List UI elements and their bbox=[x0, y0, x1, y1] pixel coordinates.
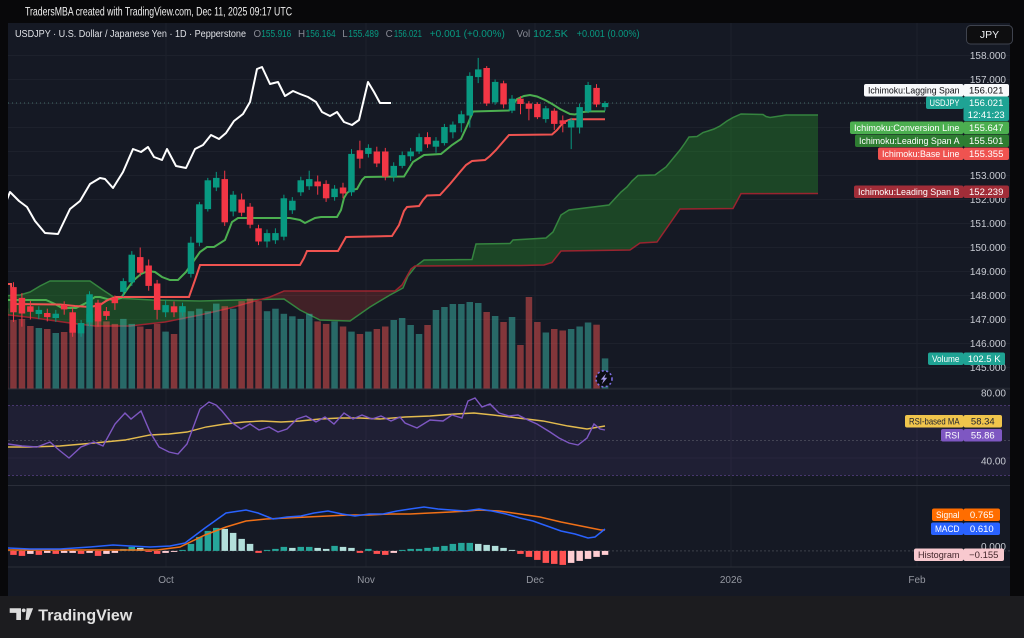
svg-text:Ichimoku:Leading Span B: Ichimoku:Leading Span B bbox=[858, 187, 960, 198]
svg-text:Ichimoku:Base Line: Ichimoku:Base Line bbox=[882, 149, 960, 160]
svg-text:JPY: JPY bbox=[980, 29, 999, 41]
svg-text:150.000: 150.000 bbox=[970, 243, 1007, 254]
svg-text:146.000: 146.000 bbox=[970, 339, 1007, 350]
svg-text:+0.001 (0.00%): +0.001 (0.00%) bbox=[577, 29, 640, 40]
svg-text:Signal: Signal bbox=[936, 510, 960, 521]
svg-text:0.610: 0.610 bbox=[970, 524, 994, 535]
svg-text:40.00: 40.00 bbox=[981, 457, 1006, 468]
svg-text:156.021: 156.021 bbox=[969, 86, 1003, 97]
svg-text:58.34: 58.34 bbox=[971, 417, 995, 428]
svg-text:Ichimoku:Leading Span A: Ichimoku:Leading Span A bbox=[859, 136, 960, 147]
svg-text:USDJPY: USDJPY bbox=[930, 98, 961, 109]
svg-text:2026: 2026 bbox=[720, 575, 743, 586]
svg-text:145.000: 145.000 bbox=[970, 363, 1007, 374]
svg-text:L: L bbox=[342, 29, 348, 40]
svg-text:155.355: 155.355 bbox=[969, 149, 1003, 160]
svg-text:156.164: 156.164 bbox=[306, 29, 336, 40]
svg-text:155.647: 155.647 bbox=[969, 123, 1003, 134]
svg-text:55.86: 55.86 bbox=[971, 431, 995, 442]
svg-text:80.00: 80.00 bbox=[981, 389, 1006, 400]
svg-text:Dec: Dec bbox=[526, 575, 544, 586]
svg-text:−0.155: −0.155 bbox=[969, 550, 998, 561]
svg-text:TradersMBA created with Tradin: TradersMBA created with TradingView.com,… bbox=[25, 5, 292, 19]
svg-text:147.000: 147.000 bbox=[970, 315, 1007, 326]
svg-text:Histogram: Histogram bbox=[918, 550, 960, 561]
svg-text:Nov: Nov bbox=[357, 575, 375, 586]
svg-text:USDJPY · U.S. Dollar / Japanes: USDJPY · U.S. Dollar / Japanese Yen · 1D… bbox=[15, 29, 246, 40]
svg-text:0.000: 0.000 bbox=[981, 542, 1006, 553]
svg-text:156.021: 156.021 bbox=[394, 29, 422, 40]
svg-text:157.000: 157.000 bbox=[970, 75, 1007, 86]
svg-text:Vol: Vol bbox=[517, 29, 531, 40]
svg-text:Ichimoku:Lagging Span: Ichimoku:Lagging Span bbox=[868, 86, 960, 97]
svg-text:152.239: 152.239 bbox=[969, 187, 1003, 198]
svg-text:156.021: 156.021 bbox=[969, 98, 1003, 109]
svg-text:102.5K: 102.5K bbox=[533, 29, 569, 40]
svg-text:C: C bbox=[386, 29, 393, 40]
svg-text:Oct: Oct bbox=[158, 575, 174, 586]
svg-text:158.000: 158.000 bbox=[970, 51, 1007, 62]
svg-text:153.000: 153.000 bbox=[970, 171, 1007, 182]
svg-text:149.000: 149.000 bbox=[970, 267, 1007, 278]
svg-text:155.501: 155.501 bbox=[969, 136, 1003, 147]
svg-text:102.5 K: 102.5 K bbox=[968, 354, 1001, 365]
svg-text:TradingView: TradingView bbox=[38, 608, 133, 625]
svg-text:151.000: 151.000 bbox=[970, 219, 1007, 230]
svg-text:RSI-based MA: RSI-based MA bbox=[909, 417, 960, 428]
svg-text:+0.001 (+0.00%): +0.001 (+0.00%) bbox=[430, 29, 505, 40]
svg-text:Volume: Volume bbox=[932, 354, 960, 365]
svg-text:Feb: Feb bbox=[908, 575, 926, 586]
svg-text:148.000: 148.000 bbox=[970, 291, 1007, 302]
svg-text:H: H bbox=[298, 29, 305, 40]
svg-text:152.000: 152.000 bbox=[970, 195, 1007, 206]
svg-text:0.765: 0.765 bbox=[970, 510, 994, 521]
svg-text:O: O bbox=[254, 29, 262, 40]
svg-text:12:41:23: 12:41:23 bbox=[968, 110, 1005, 121]
svg-text:155.489: 155.489 bbox=[348, 29, 379, 40]
svg-text:155.916: 155.916 bbox=[261, 29, 291, 40]
svg-text:Ichimoku:Conversion Line: Ichimoku:Conversion Line bbox=[854, 123, 960, 134]
svg-text:RSI: RSI bbox=[945, 431, 960, 442]
svg-text:MACD: MACD bbox=[935, 524, 960, 535]
